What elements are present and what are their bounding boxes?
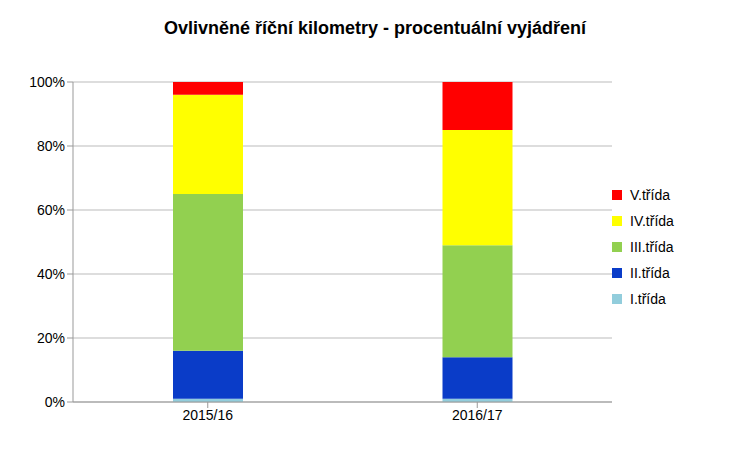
html-text:V.třída: V.třída — [630, 187, 670, 203]
html-text:I.třída: I.třída — [630, 291, 666, 307]
html-text:II.třída: II.třída — [630, 265, 670, 281]
html-text:IV.třída: IV.třída — [630, 213, 674, 229]
svg-text:100%: 100% — [29, 74, 65, 90]
svg-text:20%: 20% — [37, 330, 65, 346]
svg-text:80%: 80% — [37, 138, 65, 154]
svg-text:40%: 40% — [37, 266, 65, 282]
svg-text:0%: 0% — [45, 394, 65, 410]
html-text:III.třída: III.třída — [630, 239, 674, 255]
html-text:Ovlivněné říční kilometry - pr: Ovlivněné říční kilometry - procentuální… — [163, 18, 587, 38]
svg-text:2015/16: 2015/16 — [182, 407, 233, 423]
svg-text:2016/17: 2016/17 — [452, 407, 503, 423]
svg-text:60%: 60% — [37, 202, 65, 218]
